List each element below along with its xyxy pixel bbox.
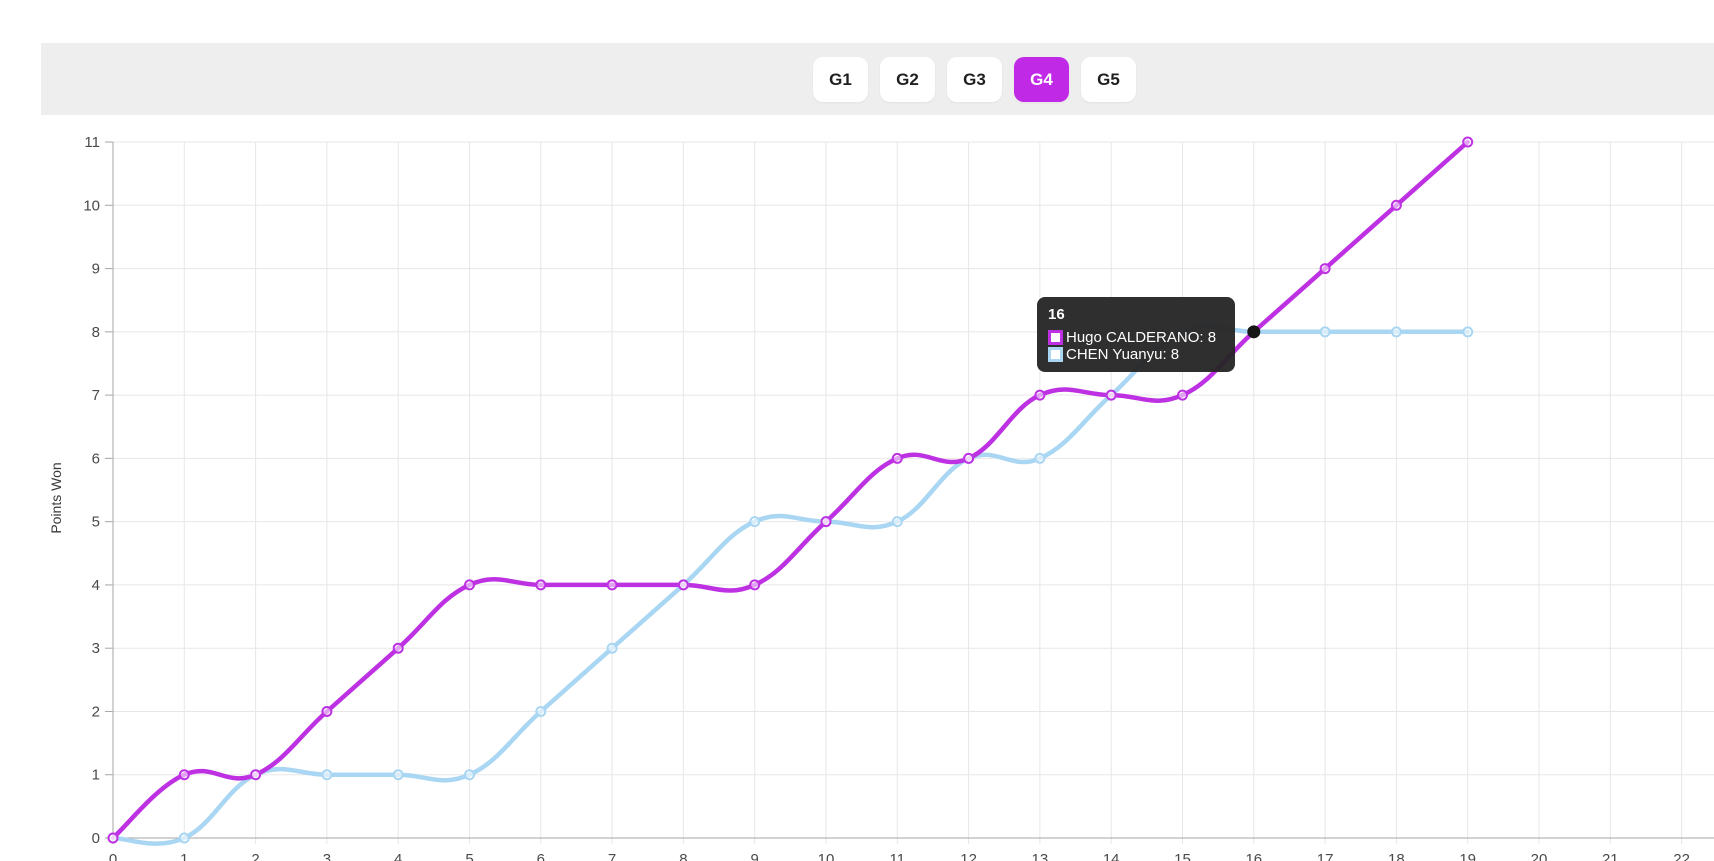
data-point-hugo-calderano bbox=[1319, 263, 1331, 275]
x-tick-label: 18 bbox=[1388, 851, 1405, 861]
data-point-chen-yuanyu bbox=[1390, 326, 1402, 338]
x-tick-label: 1 bbox=[180, 851, 188, 861]
chart-tooltip: 16 Hugo CALDERANO: 8 CHEN Yuanyu: 8 bbox=[1037, 297, 1235, 372]
series-line-hugo-calderano bbox=[110, 139, 1470, 841]
y-axis-title: Points Won bbox=[48, 462, 64, 534]
data-point-chen-yuanyu bbox=[606, 642, 618, 654]
series-swatch-hugo-calderano bbox=[1048, 330, 1063, 345]
tooltip-title: 16 bbox=[1048, 306, 1065, 323]
y-tick-label: 3 bbox=[92, 640, 100, 657]
data-point-hugo-calderano bbox=[1105, 389, 1117, 401]
data-point-chen-yuanyu bbox=[891, 516, 903, 528]
y-tick-label: 0 bbox=[92, 830, 100, 847]
series-swatch-chen-yuanyu bbox=[1048, 347, 1063, 362]
y-tick-label: 10 bbox=[83, 197, 100, 214]
y-tick-label: 7 bbox=[92, 387, 100, 404]
x-tick-label: 17 bbox=[1317, 851, 1334, 861]
data-point-chen-yuanyu bbox=[464, 769, 475, 781]
y-tick-label: 1 bbox=[92, 767, 100, 784]
data-point-hugo-calderano bbox=[178, 769, 190, 781]
data-point-hugo-calderano bbox=[891, 452, 903, 464]
tab-g4[interactable]: G4 bbox=[1014, 57, 1069, 102]
x-tick-label: 0 bbox=[109, 851, 117, 861]
x-tick-label: 21 bbox=[1602, 851, 1619, 861]
x-tick-label: 7 bbox=[608, 851, 616, 861]
data-point-hugo-calderano bbox=[464, 579, 475, 591]
x-tick-label: 5 bbox=[465, 851, 473, 861]
data-point-hugo-calderano bbox=[1390, 199, 1402, 211]
y-tick-label: 8 bbox=[92, 324, 100, 341]
x-tick-label: 11 bbox=[890, 851, 906, 861]
tab-g2[interactable]: G2 bbox=[880, 57, 935, 102]
data-point-hugo-calderano bbox=[820, 516, 832, 528]
x-tick-label: 13 bbox=[1032, 851, 1049, 861]
data-point-hugo-calderano bbox=[535, 579, 547, 591]
x-tick-label: 10 bbox=[818, 851, 835, 861]
x-tick-label: 16 bbox=[1245, 851, 1262, 861]
tooltip-row-text: Hugo CALDERANO: 8 bbox=[1066, 329, 1217, 346]
y-tick-label: 11 bbox=[84, 134, 100, 151]
tooltip-row-hugo-calderano: Hugo CALDERANO: 8 bbox=[1048, 329, 1223, 346]
data-point-hugo-calderano bbox=[107, 832, 119, 844]
data-point-hugo-calderano bbox=[749, 579, 761, 591]
x-tick-label: 9 bbox=[751, 851, 759, 861]
data-point-chen-yuanyu bbox=[535, 705, 547, 717]
tab-g3[interactable]: G3 bbox=[947, 57, 1002, 102]
tab-g5[interactable]: G5 bbox=[1081, 57, 1136, 102]
x-tick-label: 19 bbox=[1459, 851, 1476, 861]
x-tick-label: 2 bbox=[251, 851, 259, 861]
data-point-hugo-calderano bbox=[1462, 136, 1474, 148]
y-tick-label: 9 bbox=[92, 261, 100, 278]
data-point-hugo-calderano bbox=[1177, 389, 1188, 401]
y-tick-label: 4 bbox=[92, 577, 100, 594]
data-point-chen-yuanyu bbox=[321, 769, 333, 781]
data-point-chen-yuanyu bbox=[178, 832, 190, 844]
tooltip-row-chen-yuanyu: CHEN Yuanyu: 8 bbox=[1048, 346, 1223, 363]
x-tick-label: 22 bbox=[1673, 851, 1690, 861]
data-point-chen-yuanyu bbox=[1034, 452, 1046, 464]
data-point-hugo-calderano bbox=[392, 642, 404, 654]
x-tick-label: 6 bbox=[537, 851, 545, 861]
x-tick-label: 8 bbox=[679, 851, 687, 861]
data-point-chen-yuanyu bbox=[749, 516, 761, 528]
x-tick-label: 15 bbox=[1174, 851, 1191, 861]
x-tick-label: 14 bbox=[1103, 851, 1120, 861]
tab-g1[interactable]: G1 bbox=[813, 57, 868, 102]
game-tab-bar: G1 G2 G3 G4 G5 bbox=[41, 43, 1714, 115]
x-tick-label: 3 bbox=[323, 851, 331, 861]
data-point-hugo-calderano bbox=[1034, 389, 1046, 401]
data-point-chen-yuanyu bbox=[1462, 326, 1474, 338]
y-tick-label: 2 bbox=[92, 703, 100, 720]
x-tick-label: 20 bbox=[1531, 851, 1548, 861]
data-point-chen-yuanyu bbox=[392, 769, 404, 781]
data-point-hugo-calderano bbox=[250, 769, 262, 781]
highlighted-point bbox=[1247, 325, 1261, 339]
data-point-hugo-calderano bbox=[606, 579, 618, 591]
y-tick-label: 6 bbox=[92, 450, 100, 467]
tooltip-row-text: CHEN Yuanyu: 8 bbox=[1066, 346, 1180, 363]
data-point-chen-yuanyu bbox=[1319, 326, 1331, 338]
data-point-hugo-calderano bbox=[321, 705, 333, 717]
x-tick-label: 12 bbox=[960, 851, 977, 861]
x-tick-label: 4 bbox=[394, 851, 402, 861]
data-point-hugo-calderano bbox=[677, 579, 689, 591]
y-tick-label: 5 bbox=[92, 514, 100, 531]
data-point-hugo-calderano bbox=[963, 452, 975, 464]
